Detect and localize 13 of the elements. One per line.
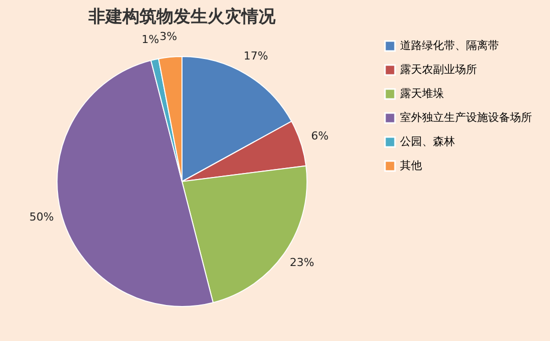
legend-label: 公园、森林 xyxy=(400,135,455,148)
legend-label: 道路绿化带、隔离带 xyxy=(400,39,499,52)
data-label: 23% xyxy=(290,256,314,269)
legend-label: 露天农副业场所 xyxy=(400,63,477,76)
data-label: 6% xyxy=(311,130,329,143)
legend-label: 室外独立生产设施设备场所 xyxy=(400,111,532,124)
data-label: 3% xyxy=(160,30,178,44)
legend-label: 露天堆垛 xyxy=(400,87,444,100)
data-label: 17% xyxy=(244,50,268,63)
data-label: 50% xyxy=(29,210,54,224)
data-label: 1% xyxy=(142,32,160,46)
legend-label: 其他 xyxy=(400,159,422,172)
chart-title: 非建构筑物发生火灾情况 xyxy=(88,7,276,27)
